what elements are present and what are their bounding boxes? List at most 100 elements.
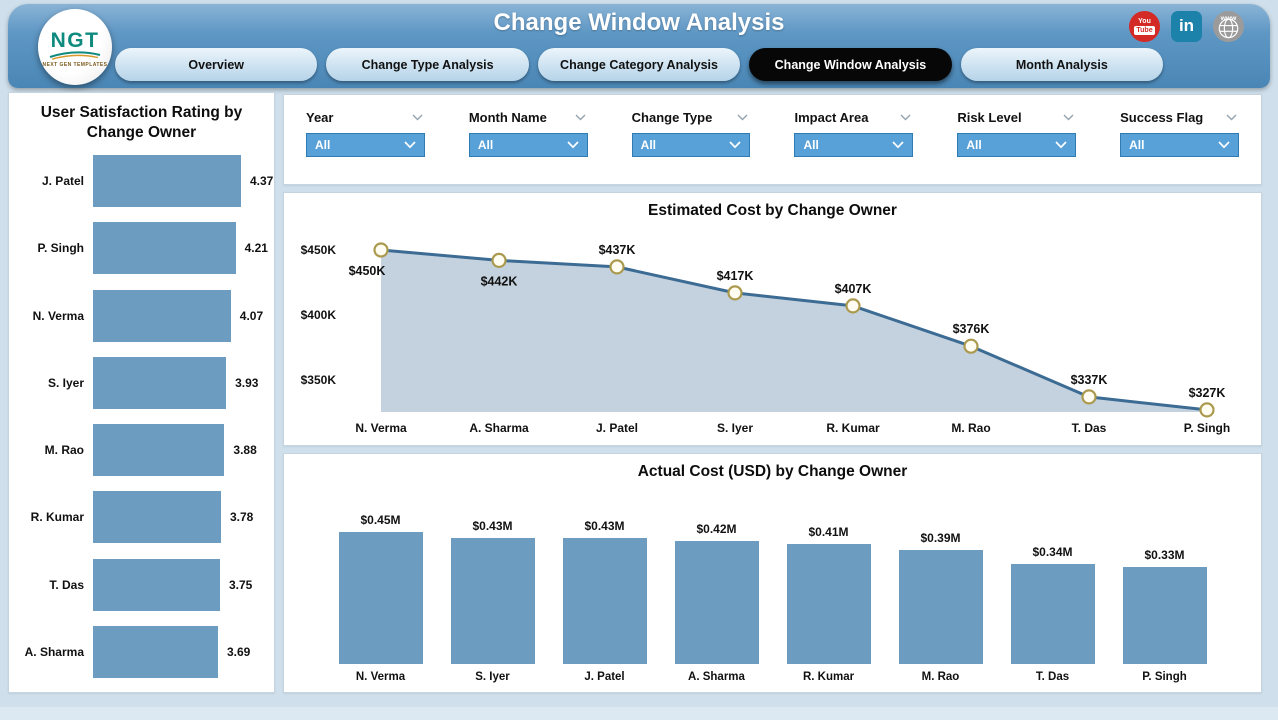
data-label: $376K: [953, 322, 990, 336]
satisfaction-bar[interactable]: [93, 424, 225, 477]
x-axis-label: S. Iyer: [475, 671, 510, 683]
x-axis-label: P. Singh: [1142, 671, 1187, 683]
data-point-marker[interactable]: [727, 285, 743, 301]
filter-header: Month Name: [469, 110, 588, 125]
data-point-marker[interactable]: [491, 252, 507, 269]
logo-swoosh: [49, 51, 101, 60]
logo-subtext: NEXT GEN TEMPLATES: [42, 62, 108, 68]
website-globe-icon[interactable]: www: [1213, 11, 1244, 42]
satisfaction-bar-row: N. Verma 4.07: [17, 289, 270, 342]
filter-impact-area-dropdown[interactable]: All: [794, 133, 914, 157]
satisfaction-bar[interactable]: [93, 558, 220, 611]
y-axis-tick-label: $450K: [301, 243, 337, 257]
value-label: $0.42M: [696, 522, 737, 536]
value-label: $0.39M: [920, 531, 961, 545]
chevron-down-icon: [892, 141, 904, 149]
cost-bar[interactable]: [450, 538, 535, 664]
cost-bar-column: $0.45M N. Verma: [325, 485, 437, 685]
chart-title: Estimated Cost by Change Owner: [648, 202, 897, 219]
filter-month-name-dropdown[interactable]: All: [468, 133, 588, 157]
area-fill: [381, 250, 1207, 412]
satisfaction-bar[interactable]: [93, 356, 227, 409]
x-axis-label: N. Verma: [355, 671, 406, 683]
tab-change-window-analysis[interactable]: Change Window Analysis: [749, 48, 952, 81]
filter-change-type-dropdown[interactable]: All: [631, 133, 751, 157]
satisfaction-bar-row: R. Kumar 3.78: [17, 491, 270, 544]
data-point-marker[interactable]: [609, 259, 625, 275]
data-point-marker[interactable]: [963, 338, 979, 354]
tab-overview[interactable]: Overview: [115, 48, 318, 81]
data-point-marker[interactable]: [1081, 389, 1097, 405]
cost-bar[interactable]: [674, 541, 759, 664]
data-point-marker[interactable]: [373, 242, 389, 258]
value-label: $0.33M: [1144, 548, 1185, 562]
filter-label: Impact Area: [794, 110, 869, 125]
filter-risk-level-dropdown[interactable]: All: [957, 133, 1077, 157]
chevron-down-icon: [729, 141, 742, 149]
tab-change-type-analysis[interactable]: Change Type Analysis: [326, 48, 529, 81]
cost-bar-column: $0.42M A. Sharma: [661, 485, 773, 685]
x-axis-label: S. Iyer: [717, 421, 753, 435]
satisfaction-bar-row: M. Rao 3.88: [17, 424, 270, 477]
value-label: $0.45M: [360, 513, 401, 527]
x-axis-label: J. Patel: [596, 421, 638, 435]
filter-success-flag: Success Flag All: [1120, 110, 1239, 184]
satisfaction-bar[interactable]: [93, 155, 241, 207]
x-axis-label: P. Singh: [1184, 421, 1230, 435]
cost-bar[interactable]: [338, 532, 423, 664]
youtube-icon[interactable]: You Tube: [1129, 11, 1160, 42]
filter-selected-value: All: [640, 138, 656, 152]
filter-change-type: Change Type All: [631, 110, 751, 184]
value-label: $0.43M: [472, 519, 513, 533]
chevron-down-icon[interactable]: [737, 114, 748, 121]
chevron-down-icon: [404, 141, 416, 149]
data-label: $327K: [1189, 386, 1226, 400]
data-label: $437K: [599, 243, 636, 257]
x-axis-label: M. Rao: [921, 671, 960, 683]
cost-bar[interactable]: [1122, 567, 1207, 664]
value-label: 3.75: [229, 577, 253, 592]
filter-year-dropdown[interactable]: All: [306, 133, 425, 157]
chevron-down-icon[interactable]: [1063, 114, 1074, 121]
category-label: S. Iyer: [47, 375, 84, 390]
x-axis-label: A. Sharma: [688, 671, 745, 683]
chevron-down-icon[interactable]: [412, 114, 423, 121]
cost-bar[interactable]: [562, 538, 647, 664]
chart-title: Actual Cost (USD) by Change Owner: [637, 463, 908, 480]
x-axis-label: A. Sharma: [469, 421, 529, 435]
satisfaction-bar-row: S. Iyer 3.93: [17, 356, 270, 409]
data-point-marker[interactable]: [845, 298, 861, 314]
filter-selected-value: All: [966, 138, 982, 152]
tab-change-category-analysis[interactable]: Change Category Analysis: [537, 48, 741, 81]
satisfaction-bar-row: A. Sharma 3.69: [17, 625, 270, 678]
ngt-logo: NGT NEXT GEN TEMPLATES: [38, 9, 112, 85]
category-label: J. Patel: [41, 174, 84, 188]
satisfaction-bar[interactable]: [93, 625, 218, 678]
satisfaction-bar[interactable]: [93, 491, 221, 544]
satisfaction-bar[interactable]: [93, 289, 231, 342]
category-label: P. Singh: [37, 241, 84, 256]
cost-bar[interactable]: [898, 550, 983, 664]
data-label: $442K: [481, 274, 518, 288]
filter-header: Risk Level: [957, 110, 1076, 125]
social-links: You Tube in www: [1129, 11, 1244, 42]
filter-label: Success Flag: [1120, 110, 1204, 125]
estimated-cost-area-chart: $450K $400K $350K $450K N. Verma $442K A. Shar…: [301, 242, 1230, 435]
value-label: 4.07: [239, 308, 264, 323]
filter-header: Change Type: [632, 110, 751, 125]
chevron-down-icon[interactable]: [575, 114, 586, 121]
cost-bar[interactable]: [786, 544, 871, 664]
cost-bar-column: $0.43M J. Patel: [549, 485, 661, 685]
tab-month-analysis[interactable]: Month Analysis: [960, 48, 1164, 81]
linkedin-icon[interactable]: in: [1171, 11, 1202, 42]
cost-bar-column: $0.34M T. Das: [997, 485, 1109, 685]
cost-bar[interactable]: [1010, 564, 1095, 664]
chevron-down-icon[interactable]: [900, 114, 911, 121]
filter-success-flag-dropdown[interactable]: All: [1120, 133, 1239, 157]
chevron-down-icon[interactable]: [1226, 114, 1237, 121]
y-axis-tick-label: $400K: [301, 308, 337, 322]
filter-panel: Year All Month Name All Change Type All Impact…: [283, 94, 1262, 185]
data-point-marker[interactable]: [1199, 402, 1215, 418]
satisfaction-bar[interactable]: [93, 222, 236, 275]
